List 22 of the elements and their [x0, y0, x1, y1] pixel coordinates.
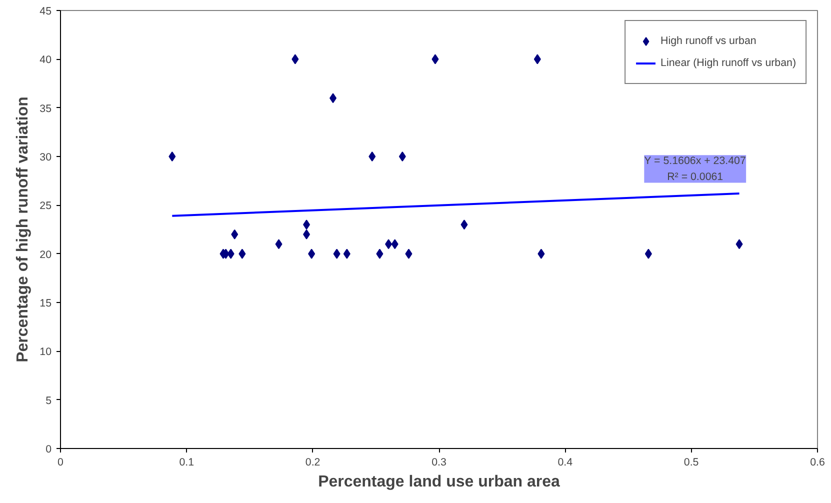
y-tick-label: 45 — [40, 6, 52, 18]
x-tick-label: 0.6 — [810, 456, 825, 468]
x-tick-label: 0.4 — [558, 456, 573, 468]
annotation: Y = 5.1606x + 23.407 R² = 0.0061 — [644, 155, 746, 183]
y-axis-title: Percentage of high runoff variation — [14, 96, 32, 362]
y-tick-label: 15 — [40, 298, 52, 310]
y-tick-label: 40 — [40, 54, 52, 66]
y-tick-label: 0 — [46, 444, 52, 456]
x-tick-label: 0.1 — [179, 456, 194, 468]
legend-label: High runoff vs urban — [660, 35, 756, 47]
y-tick-label: 10 — [40, 346, 52, 358]
y-tick-label: 35 — [40, 102, 52, 115]
y-tick-label: 20 — [40, 248, 52, 261]
y-tick-label: 5 — [46, 394, 52, 407]
x-tick-label: 0.5 — [684, 456, 699, 468]
x-tick-label: 0.2 — [305, 456, 320, 468]
x-tick-label: 0.3 — [432, 456, 446, 468]
x-axis-title: Percentage land use urban area — [318, 474, 560, 490]
y-tick-label: 25 — [40, 200, 52, 212]
y-tick-label: 30 — [40, 152, 52, 164]
x-tick-label: 0 — [58, 456, 64, 468]
legend-label: Linear (High runoff vs urban) — [660, 57, 796, 69]
